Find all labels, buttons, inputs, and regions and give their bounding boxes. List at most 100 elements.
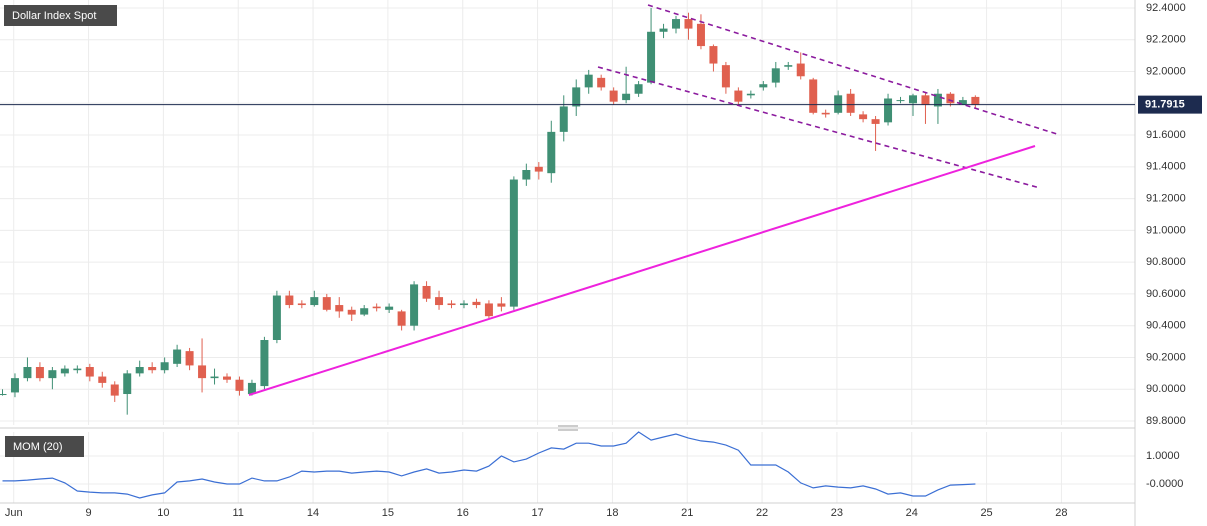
x-tick-label: 24 <box>906 507 918 519</box>
x-tick-label: 9 <box>85 507 91 519</box>
candle-body <box>23 367 32 379</box>
last-price-label: 91.7915 <box>1145 99 1185 111</box>
x-tick-label: 22 <box>756 507 768 519</box>
candle-body <box>297 303 306 306</box>
candle-body <box>347 309 356 315</box>
candle-body <box>247 382 256 395</box>
candle-body <box>285 295 294 306</box>
indicator-line <box>2 431 976 499</box>
candle-body <box>509 179 518 307</box>
channel-upper <box>647 4 1061 136</box>
candle-body <box>896 100 905 102</box>
chart-title: Dollar Index Spot <box>12 10 96 22</box>
y-tick-label: 92.4000 <box>1146 2 1186 14</box>
y-tick-label: 91.0000 <box>1146 224 1186 236</box>
x-tick-label: 15 <box>382 507 394 519</box>
x-tick-label: 25 <box>980 507 992 519</box>
candle-body <box>372 306 381 309</box>
candle-body <box>672 19 681 29</box>
candle-body <box>60 368 69 374</box>
support-line <box>248 145 1036 396</box>
candle-body <box>397 311 406 326</box>
candle-body <box>148 367 157 371</box>
candle-body <box>410 284 419 326</box>
candle-body <box>210 376 219 379</box>
y-tick-label: 91.6000 <box>1146 129 1186 141</box>
x-tick-label: Jun <box>5 507 23 519</box>
y-tick-label: -0.0000 <box>1146 478 1183 490</box>
candle-body <box>472 301 481 306</box>
candle-body <box>534 166 543 172</box>
candle-body <box>871 119 880 124</box>
candle-body <box>497 303 506 307</box>
marks <box>0 7 1135 499</box>
title-box <box>4 5 117 26</box>
candle-body <box>435 297 444 306</box>
candle-body <box>322 297 331 310</box>
candle-body <box>447 303 456 306</box>
y-tick-label: 92.0000 <box>1146 65 1186 77</box>
x-tick-label: 14 <box>307 507 319 519</box>
candle-body <box>360 308 369 315</box>
candle-body <box>572 87 581 107</box>
x-tick-label: 23 <box>831 507 843 519</box>
y-tick-label: 90.6000 <box>1146 288 1186 300</box>
candle-body <box>721 65 730 88</box>
y-tick-label: 91.2000 <box>1146 193 1186 205</box>
candle-body <box>584 74 593 88</box>
candle-body <box>784 65 793 67</box>
candle-body <box>98 376 107 383</box>
candle-body <box>272 295 281 340</box>
candle-body <box>684 19 693 29</box>
y-tick-label: 1.0000 <box>1146 450 1180 462</box>
candle-body <box>10 378 19 393</box>
candle-body <box>859 114 868 120</box>
y-tick-label: 90.8000 <box>1146 256 1186 268</box>
y-tick-label: 92.2000 <box>1146 34 1186 46</box>
candle-body <box>884 98 893 123</box>
candle-body <box>759 84 768 88</box>
candle-body <box>921 95 930 105</box>
last-price-box <box>1138 95 1202 114</box>
candle-body <box>198 365 207 379</box>
x-tick-label: 11 <box>233 507 244 519</box>
x-tick-label: 16 <box>457 507 469 519</box>
candle-body <box>771 68 780 83</box>
candle-body <box>547 131 556 174</box>
candle-body <box>522 170 531 180</box>
candle-body <box>48 370 57 379</box>
candle-body <box>609 90 618 102</box>
candle-body <box>796 63 805 77</box>
candle-body <box>597 77 606 88</box>
candle-body <box>933 93 942 107</box>
candle-body <box>484 303 493 317</box>
candle-body <box>459 303 468 306</box>
candle-body <box>385 306 394 310</box>
candle-body <box>135 367 144 374</box>
candle-body <box>647 31 656 83</box>
candle-body <box>734 90 743 102</box>
candle-body <box>834 95 843 113</box>
candle-body <box>223 376 231 380</box>
x-tick-label: 17 <box>531 507 543 519</box>
candle-body <box>335 305 344 312</box>
y-tick-label: 89.8000 <box>1146 415 1186 427</box>
x-tick-label: 21 <box>681 507 693 519</box>
candle-body <box>971 96 980 105</box>
candle-body <box>422 285 431 299</box>
candle-body <box>35 367 44 379</box>
candle-body <box>946 93 955 104</box>
candle-body <box>709 46 718 64</box>
indicator-box <box>5 436 84 457</box>
grid <box>0 0 1135 503</box>
candle-body <box>173 349 182 364</box>
candle-body <box>958 100 967 105</box>
candle-body <box>559 106 568 132</box>
x-tick-label: 18 <box>606 507 618 519</box>
candle-body <box>746 93 755 96</box>
candle-body <box>0 394 7 396</box>
candle-body <box>622 93 631 101</box>
candle-body <box>123 373 132 395</box>
